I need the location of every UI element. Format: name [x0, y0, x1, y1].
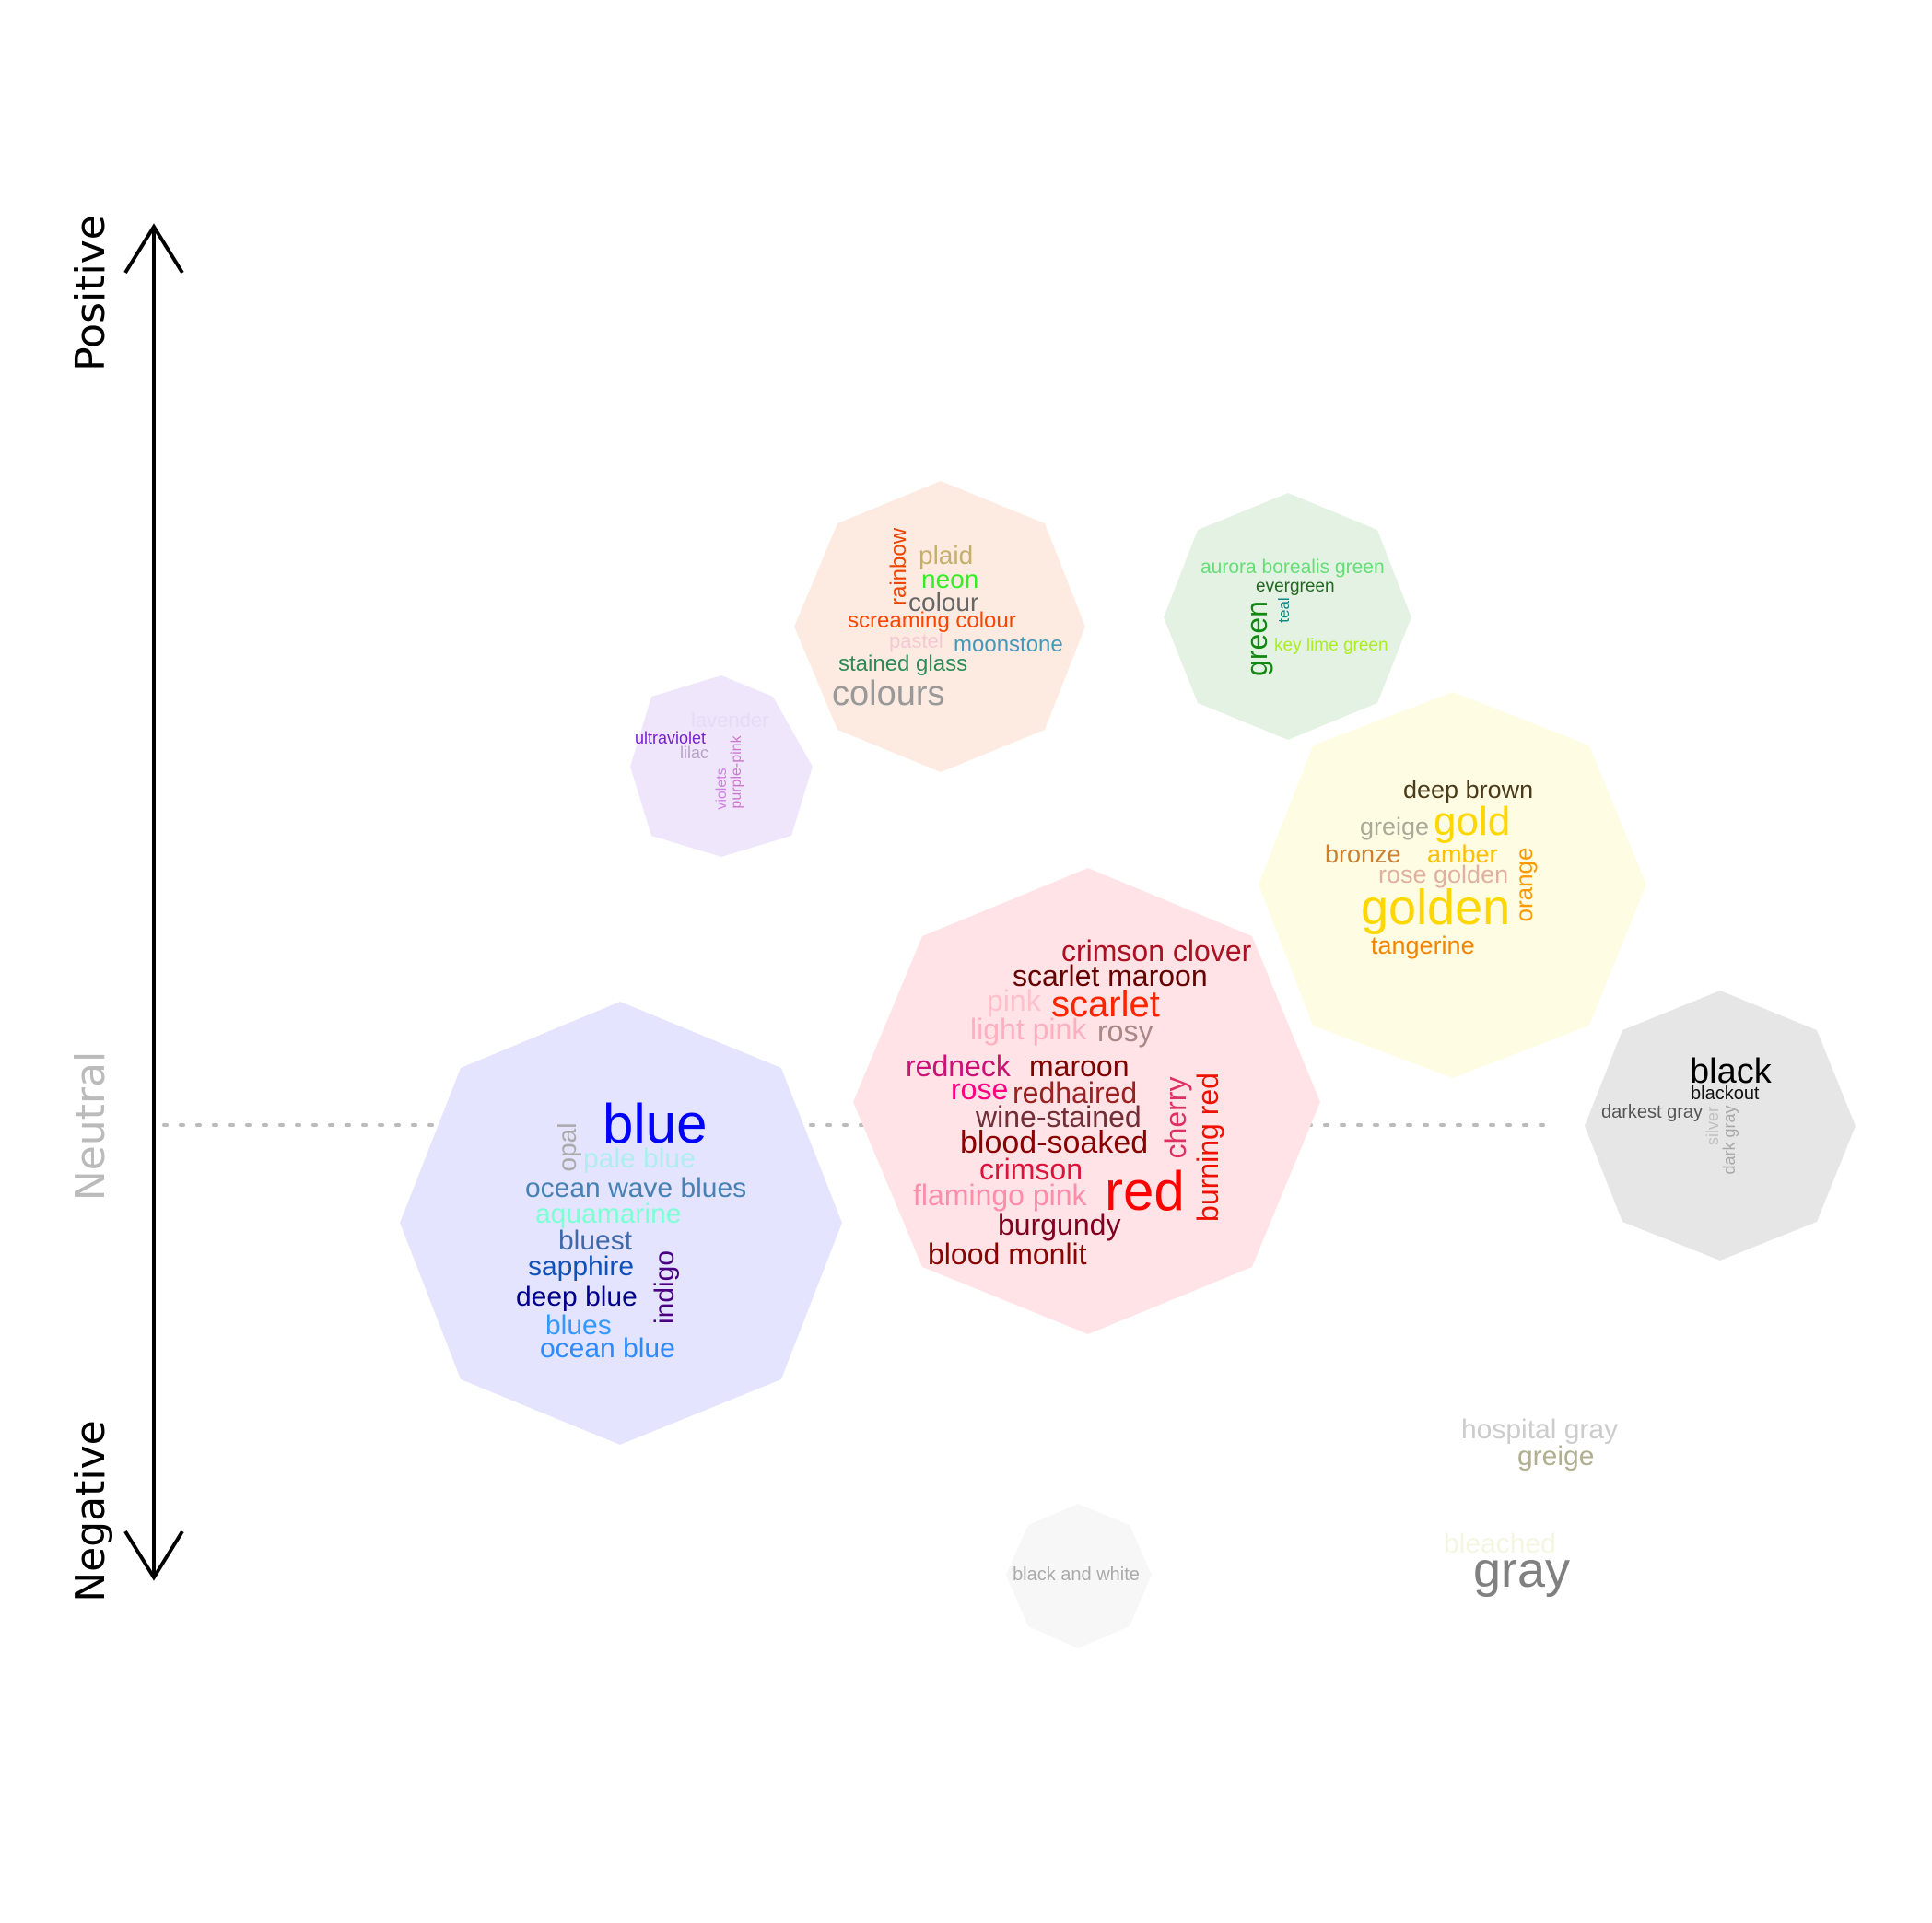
word-bluest: bluest [558, 1225, 633, 1256]
word-lavender: lavender [691, 709, 768, 732]
word-deep-brown: deep brown [1403, 776, 1533, 803]
cluster-purple [630, 675, 813, 857]
cluster-black-and-white [1006, 1504, 1152, 1648]
word-plaid: plaid [919, 541, 973, 569]
axis-arrow-top [123, 223, 184, 275]
clusters [400, 481, 1856, 1648]
word-ultraviolet: ultraviolet [635, 729, 706, 747]
word-cherry: cherry [1159, 1077, 1192, 1159]
cluster-red [853, 868, 1320, 1334]
axis-label-positive: Positive [67, 215, 114, 371]
word-silver: silver [1704, 1107, 1722, 1145]
word-indigo: indigo [650, 1250, 680, 1324]
word-stained-glass: stained glass [838, 651, 967, 676]
word-rose: rose [951, 1073, 1008, 1106]
words: lavender ultraviolet lilac violets purpl… [516, 527, 1773, 1598]
word-rose-golden: rose golden [1378, 861, 1508, 888]
word-ocean-wave-blues: ocean wave blues [525, 1173, 746, 1203]
word-light-pink: light pink [970, 1013, 1087, 1046]
cluster-multicolor [794, 481, 1085, 772]
word-rainbow: rainbow [886, 527, 911, 605]
word-deep-blue: deep blue [516, 1282, 638, 1312]
word-blood-monlit: blood monlit [928, 1237, 1087, 1271]
word-colours: colours [832, 674, 945, 713]
word-aurora-borealis-green: aurora borealis green [1200, 557, 1385, 578]
word-pink: pink [987, 984, 1042, 1017]
word-gold: gold [1434, 799, 1510, 844]
word-aquamarine: aquamarine [535, 1199, 681, 1229]
word-burgundy: burgundy [998, 1208, 1120, 1241]
word-amber: amber [1427, 840, 1498, 868]
cluster-black [1585, 991, 1856, 1261]
word-lilac: lilac [680, 744, 708, 762]
word-crimson-clover: crimson clover [1061, 934, 1252, 967]
word-purple-pink: purple-pink [729, 734, 744, 808]
word-colour: colour [908, 588, 978, 616]
word-rosy: rosy [1097, 1014, 1153, 1048]
word-neon: neon [921, 565, 978, 593]
word-scarlet: scarlet [1051, 984, 1160, 1025]
word-pale-blue: pale blue [583, 1143, 696, 1174]
word-blue: blue [603, 1093, 707, 1155]
word-gray: gray [1473, 1542, 1570, 1598]
word-bronze: bronze [1325, 840, 1401, 868]
word-redhaired: redhaired [1013, 1076, 1137, 1109]
cluster-gold [1259, 692, 1646, 1078]
word-tangerine: tangerine [1371, 932, 1475, 959]
word-blues: blues [545, 1310, 612, 1341]
word-maroon: maroon [1029, 1049, 1130, 1083]
word-blood-soaked: blood-soaked [960, 1125, 1148, 1160]
word-green: green [1240, 601, 1273, 676]
word-opal: opal [553, 1123, 581, 1172]
word-evergreen: evergreen [1256, 577, 1335, 596]
word-hospital-gray: hospital gray [1461, 1414, 1618, 1445]
word-bleached: bleached [1444, 1529, 1556, 1559]
cluster-green [1164, 493, 1411, 740]
word-teal: teal [1275, 597, 1293, 622]
word-burning-red: burning red [1191, 1073, 1224, 1222]
word-sapphire: sapphire [528, 1251, 634, 1282]
cluster-blue [400, 1002, 842, 1445]
word-golden: golden [1361, 880, 1510, 935]
word-blackout: blackout [1691, 1084, 1760, 1104]
axis-arrow-bottom [123, 1530, 184, 1581]
word-dark-gray: dark gray [1720, 1105, 1739, 1174]
word-redneck: redneck [906, 1049, 1012, 1083]
word-scarlet-maroon: scarlet maroon [1013, 959, 1208, 992]
word-greige: greige [1360, 813, 1429, 840]
axis-label-negative: Negative [67, 1420, 114, 1601]
word-black: black [1690, 1052, 1773, 1091]
word-violets: violets [714, 768, 730, 809]
word-red: red [1105, 1160, 1185, 1222]
word-ocean-blue: ocean blue [540, 1333, 675, 1364]
word-black-and-white: black and white [1013, 1565, 1140, 1585]
word-screaming-colour: screaming colour [848, 608, 1016, 633]
word-moonstone: moonstone [954, 632, 1063, 657]
word-greige-loose: greige [1517, 1441, 1594, 1472]
word-pastel: pastel [889, 629, 943, 652]
word-key-lime-green: key lime green [1274, 636, 1388, 655]
sentiment-axis: Positive Neutral Negative [67, 215, 1559, 1602]
word-darkest-gray: darkest gray [1601, 1102, 1703, 1122]
word-orange: orange [1510, 848, 1538, 922]
axis-label-neutral: Neutral [67, 1051, 114, 1201]
word-wine-stained: wine-stained [975, 1100, 1142, 1133]
word-crimson: crimson [979, 1153, 1083, 1186]
word-flamingo-pink: flamingo pink [913, 1178, 1088, 1212]
